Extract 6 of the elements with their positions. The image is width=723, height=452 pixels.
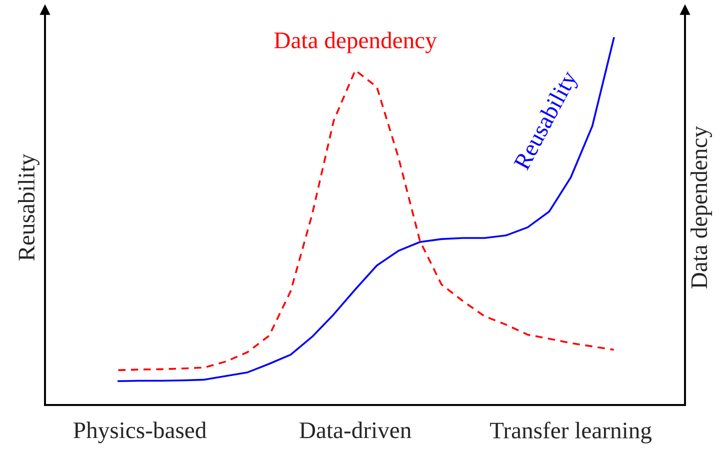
series-label: Data dependency bbox=[274, 32, 437, 54]
y2-axis-title: Data dependency bbox=[690, 126, 712, 288]
x-tick-label: Transfer learning bbox=[490, 422, 652, 444]
y-axis-title: Reusability bbox=[18, 154, 40, 261]
x-tick-label: Physics-based bbox=[74, 422, 206, 444]
x-tick-label: Data-driven bbox=[300, 422, 412, 438]
